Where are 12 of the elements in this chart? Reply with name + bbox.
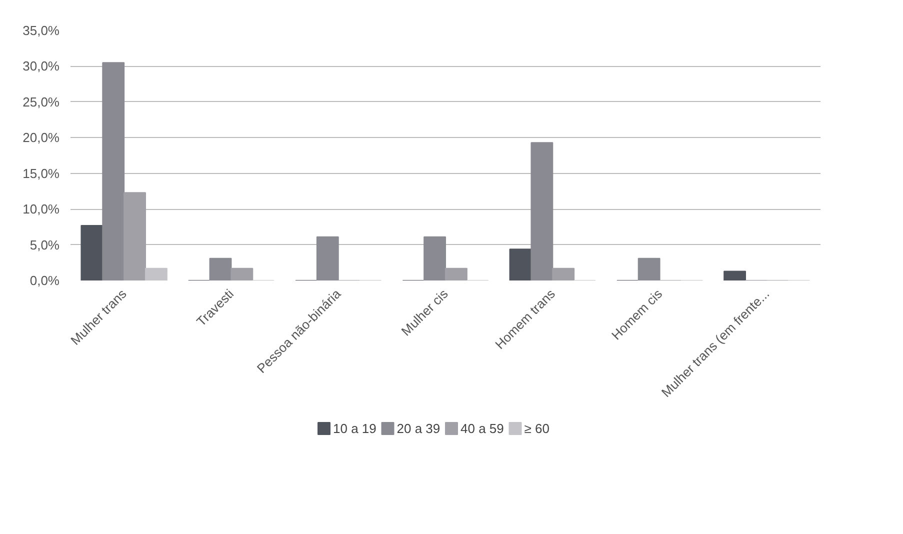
y-tick-label: 0,0% bbox=[30, 273, 60, 288]
legend-label: 40 a 59 bbox=[460, 421, 504, 436]
legend-label: ≥ 60 bbox=[524, 421, 550, 436]
legend-label: 20 a 39 bbox=[396, 421, 440, 436]
y-tick-label: 20,0% bbox=[22, 130, 60, 146]
y-tick-label: 10,0% bbox=[22, 202, 60, 217]
y-tick-label: 15,0% bbox=[22, 166, 60, 181]
y-tick-label: 35,0% bbox=[22, 23, 60, 38]
y-tick-label: 5,0% bbox=[30, 237, 60, 252]
y-tick-label: 30,0% bbox=[22, 58, 60, 74]
y-tick-label: 25,0% bbox=[22, 94, 60, 110]
legend-label: 10 a 19 bbox=[333, 421, 376, 436]
